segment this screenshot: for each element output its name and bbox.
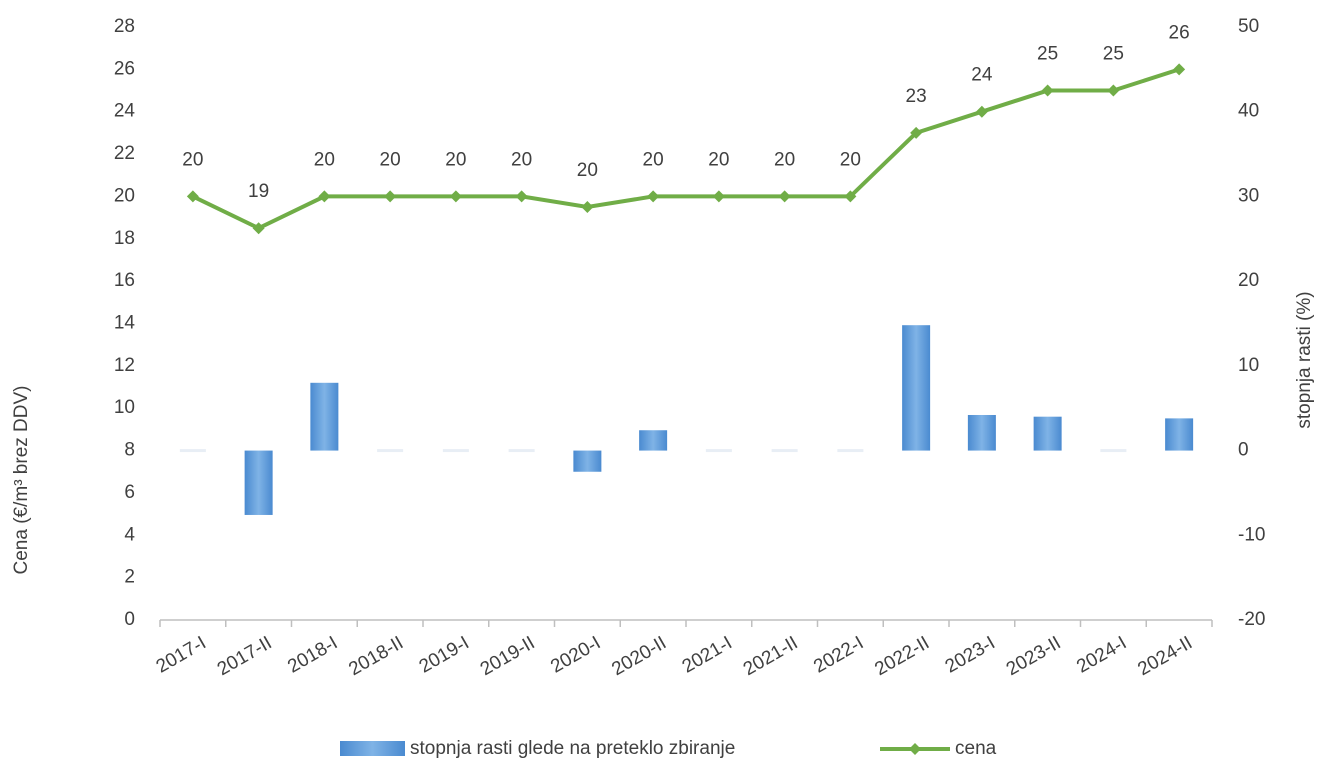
y2-tick-label: 40	[1238, 101, 1259, 122]
y2-tick-label: 30	[1238, 185, 1259, 206]
y-tick-label: 14	[114, 313, 136, 334]
y-tick-label: 26	[114, 58, 135, 79]
bar	[837, 449, 864, 453]
bar	[310, 382, 339, 451]
legend-label: stopnja rasti glede na preteklo zbiranje	[410, 738, 735, 759]
legend-swatch	[909, 743, 921, 755]
y-tick-label: 16	[114, 270, 135, 291]
x-tick-label: 2017-II	[214, 632, 276, 680]
data-label: 26	[1169, 22, 1190, 43]
y-tick-label: 6	[124, 482, 135, 503]
data-label: 20	[445, 149, 466, 170]
legend-swatch	[340, 741, 405, 756]
y2-tick-label: 0	[1238, 440, 1249, 461]
line-marker	[844, 190, 857, 203]
bar	[508, 449, 535, 453]
line-marker	[712, 190, 725, 203]
y2-tick-label: 20	[1238, 270, 1259, 291]
line-marker	[910, 126, 923, 139]
y-tick-label: 8	[124, 440, 135, 461]
x-tick-label: 2023-I	[942, 632, 999, 677]
x-tick-label: 2018-I	[284, 632, 341, 677]
bar	[771, 449, 798, 453]
data-label: 20	[840, 149, 861, 170]
x-tick-label: 2022-II	[871, 632, 933, 680]
x-tick-label: 2019-II	[477, 632, 539, 680]
x-tick-label: 2020-II	[608, 632, 670, 680]
bar	[967, 414, 996, 451]
y-tick-label: 28	[114, 16, 135, 37]
y2-tick-label: 10	[1238, 355, 1259, 376]
line-marker	[778, 190, 791, 203]
y-tick-label: 20	[114, 185, 135, 206]
line-marker	[318, 190, 331, 203]
data-label: 25	[1103, 44, 1124, 65]
y-axis-title: Cena (€/m³ brez DDV)	[11, 386, 32, 575]
y-tick-label: 0	[124, 609, 135, 630]
data-label: 20	[774, 149, 795, 170]
y-tick-label: 22	[114, 143, 135, 164]
data-label: 20	[314, 149, 335, 170]
bar	[639, 430, 668, 451]
x-tick-label: 2019-I	[416, 632, 473, 677]
data-label: 20	[643, 149, 664, 170]
bar	[442, 449, 469, 453]
data-label: 19	[248, 181, 269, 202]
line-marker	[647, 190, 660, 203]
data-label: 23	[906, 86, 927, 107]
data-label: 25	[1037, 44, 1058, 65]
line-marker	[975, 105, 988, 118]
x-tick-label: 2020-I	[547, 632, 604, 677]
line-marker	[186, 190, 199, 203]
x-tick-label: 2023-II	[1003, 632, 1065, 680]
x-tick-label: 2021-I	[679, 632, 736, 677]
bar	[705, 449, 732, 453]
bar	[1033, 416, 1062, 451]
line-marker	[581, 201, 594, 214]
bar	[573, 450, 602, 472]
x-tick-label: 2017-I	[153, 632, 210, 677]
y2-tick-label: 50	[1238, 16, 1259, 37]
bar	[1165, 418, 1194, 451]
x-tick-label: 2021-II	[740, 632, 802, 680]
data-label: 20	[511, 149, 532, 170]
line	[192, 67, 1180, 231]
y2-tick-label: -20	[1238, 609, 1265, 630]
x-tick-label: 2022-I	[810, 632, 867, 677]
y-tick-label: 10	[114, 397, 135, 418]
y-tick-label: 24	[114, 101, 136, 122]
x-tick-label: 2024-I	[1073, 632, 1130, 677]
legend-label: cena	[955, 738, 997, 759]
bar	[1100, 449, 1127, 453]
bar	[902, 325, 931, 451]
line-marker	[1041, 84, 1054, 97]
x-tick-label: 2024-II	[1134, 632, 1196, 680]
y2-axis-title: stopnja rasti (%)	[1294, 291, 1315, 428]
x-tick-label: 2018-II	[345, 632, 407, 680]
line-marker	[1173, 63, 1186, 76]
y-tick-label: 18	[114, 228, 135, 249]
bar	[244, 450, 273, 515]
line-marker	[384, 190, 397, 203]
y-tick-label: 4	[124, 524, 135, 545]
line-marker	[1107, 84, 1120, 97]
data-label: 20	[380, 149, 401, 170]
bar	[377, 449, 404, 453]
line-marker	[449, 190, 462, 203]
data-label: 24	[971, 65, 993, 86]
data-label: 20	[708, 149, 729, 170]
y-tick-label: 2	[124, 567, 135, 588]
data-label: 20	[182, 149, 203, 170]
line-marker	[515, 190, 528, 203]
y2-tick-label: -10	[1238, 524, 1265, 545]
data-label: 20	[577, 160, 598, 181]
bar	[179, 449, 206, 453]
y-tick-label: 12	[114, 355, 135, 376]
line-marker	[252, 222, 265, 235]
